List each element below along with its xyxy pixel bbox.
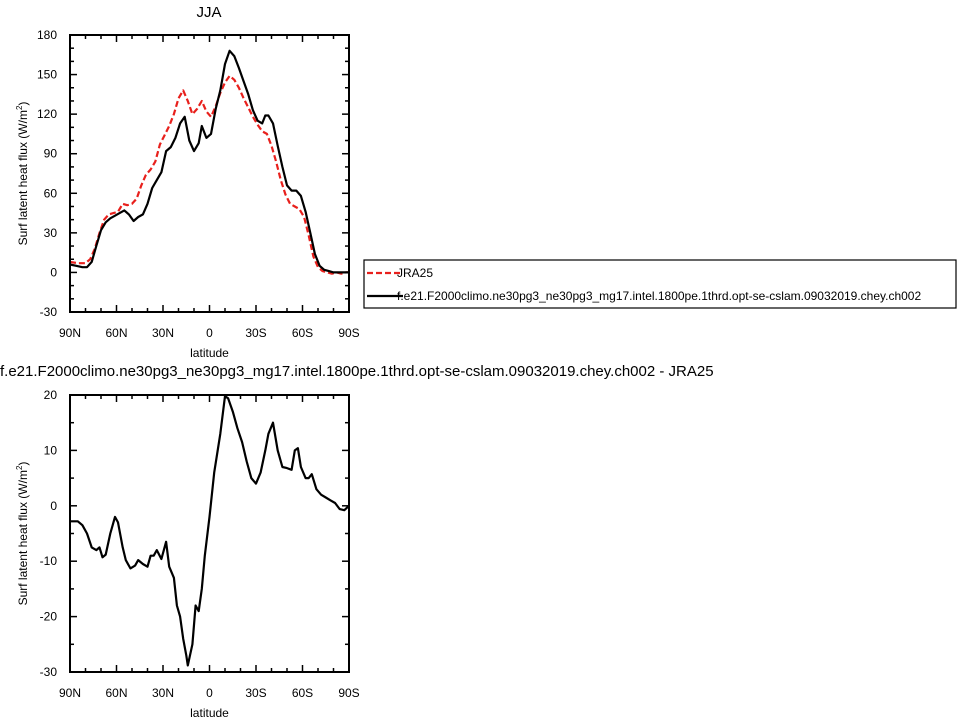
y-axis-label: Surf latent heat flux (W/m2)	[15, 102, 30, 246]
x-axis-label: latitude	[190, 706, 229, 720]
y-tick-label: 20	[44, 388, 58, 402]
x-tick-label: 90N	[59, 326, 81, 340]
y-axis-label: Surf latent heat flux (W/m2)	[15, 462, 30, 606]
series-line-0	[69, 74, 349, 275]
plot-frame	[69, 394, 350, 673]
y-tick-label: 0	[50, 499, 57, 513]
x-tick-label: 30N	[152, 326, 174, 340]
chart-title: f.e21.F2000climo.ne30pg3_ne30pg3_mg17.in…	[0, 363, 714, 380]
legend-label-0: JRA25	[397, 266, 433, 280]
y-axis-label-close: )	[16, 462, 30, 466]
x-tick-label: 30S	[245, 326, 266, 340]
bottom-panel: f.e21.F2000climo.ne30pg3_ne30pg3_mg17.in…	[0, 363, 714, 720]
y-axis-label-close: )	[16, 102, 30, 106]
series-line-1	[69, 49, 349, 274]
y-axis-label-sup: 2	[15, 105, 24, 110]
top-panel: JJA 90N 60N 30N 0 30S 60S 90S -30 0 30 60 90 120 150 18…	[15, 4, 360, 360]
x-tick-label: 90S	[338, 326, 359, 340]
x-tick-label: 60S	[292, 686, 313, 700]
y-tick-label: 90	[44, 147, 58, 161]
y-tick-label: 10	[44, 443, 58, 457]
y-tick-label: -30	[40, 305, 58, 319]
y-tick-label: 60	[44, 186, 58, 200]
x-tick-label: 90N	[59, 686, 81, 700]
y-tick-label: 120	[37, 107, 57, 121]
plot-frame	[69, 34, 350, 313]
x-tick-label: 60N	[105, 686, 127, 700]
x-tick-label: 30S	[245, 686, 266, 700]
y-tick-label: -30	[40, 665, 58, 679]
x-tick-label: 60N	[105, 326, 127, 340]
x-axis-label: latitude	[190, 346, 229, 360]
legend-label-1: f.e21.F2000climo.ne30pg3_ne30pg3_mg17.in…	[397, 289, 921, 303]
legend-box	[363, 259, 957, 309]
x-tick-label: 90S	[338, 686, 359, 700]
y-tick-label: 150	[37, 68, 57, 82]
x-tick-label: 0	[206, 686, 213, 700]
y-tick-label: 180	[37, 28, 57, 42]
legend: JRA25 f.e21.F2000climo.ne30pg3_ne30pg3_mg…	[363, 259, 957, 309]
y-tick-label: 0	[50, 265, 57, 279]
y-tick-label: 30	[44, 226, 58, 240]
y-tick-label: -10	[40, 554, 58, 568]
y-axis-label-text: Surf latent heat flux (W/m	[16, 470, 30, 605]
x-tick-label: 30N	[152, 686, 174, 700]
chart-title: JJA	[196, 4, 221, 21]
x-tick-label: 60S	[292, 326, 313, 340]
y-axis-label-text: Surf latent heat flux (W/m	[16, 110, 30, 245]
x-tick-label: 0	[206, 326, 213, 340]
y-axis-label-sup: 2	[15, 465, 24, 470]
y-tick-label: -20	[40, 610, 58, 624]
series-line-0	[70, 395, 350, 667]
